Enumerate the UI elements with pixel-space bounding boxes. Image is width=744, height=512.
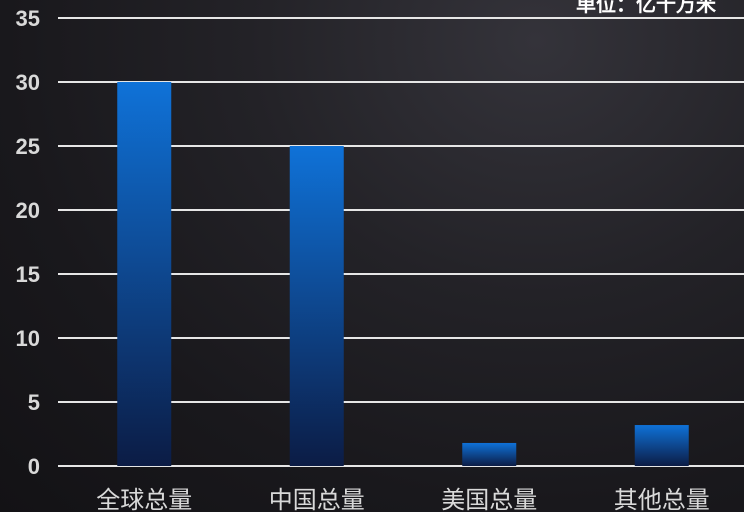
y-tick-label: 0 <box>28 454 40 479</box>
bar-2 <box>289 146 344 466</box>
x-axis-ticks: 全球总量 中国总量 美国总量 其他总量 <box>96 486 710 512</box>
x-tick-label: 中国总量 <box>269 486 365 512</box>
gridlines <box>58 17 744 467</box>
bar-4 <box>634 425 689 466</box>
bar-3 <box>462 442 517 466</box>
y-tick-label: 35 <box>16 6 40 31</box>
y-tick-label: 25 <box>16 134 40 159</box>
y-tick-label: 20 <box>16 198 40 223</box>
y-tick-label: 5 <box>28 390 40 415</box>
bar-1 <box>117 82 172 466</box>
y-axis-ticks: 0 5 10 15 20 25 30 35 <box>16 6 40 479</box>
x-tick-label: 全球总量 <box>96 486 192 512</box>
bars <box>117 82 689 466</box>
y-tick-label: 15 <box>16 262 40 287</box>
y-tick-label: 30 <box>16 70 40 95</box>
x-tick-label: 其他总量 <box>614 486 710 512</box>
unit-label: 单位：亿千万米 <box>576 0 716 16</box>
y-tick-label: 10 <box>16 326 40 351</box>
x-tick-label: 美国总量 <box>441 486 537 512</box>
